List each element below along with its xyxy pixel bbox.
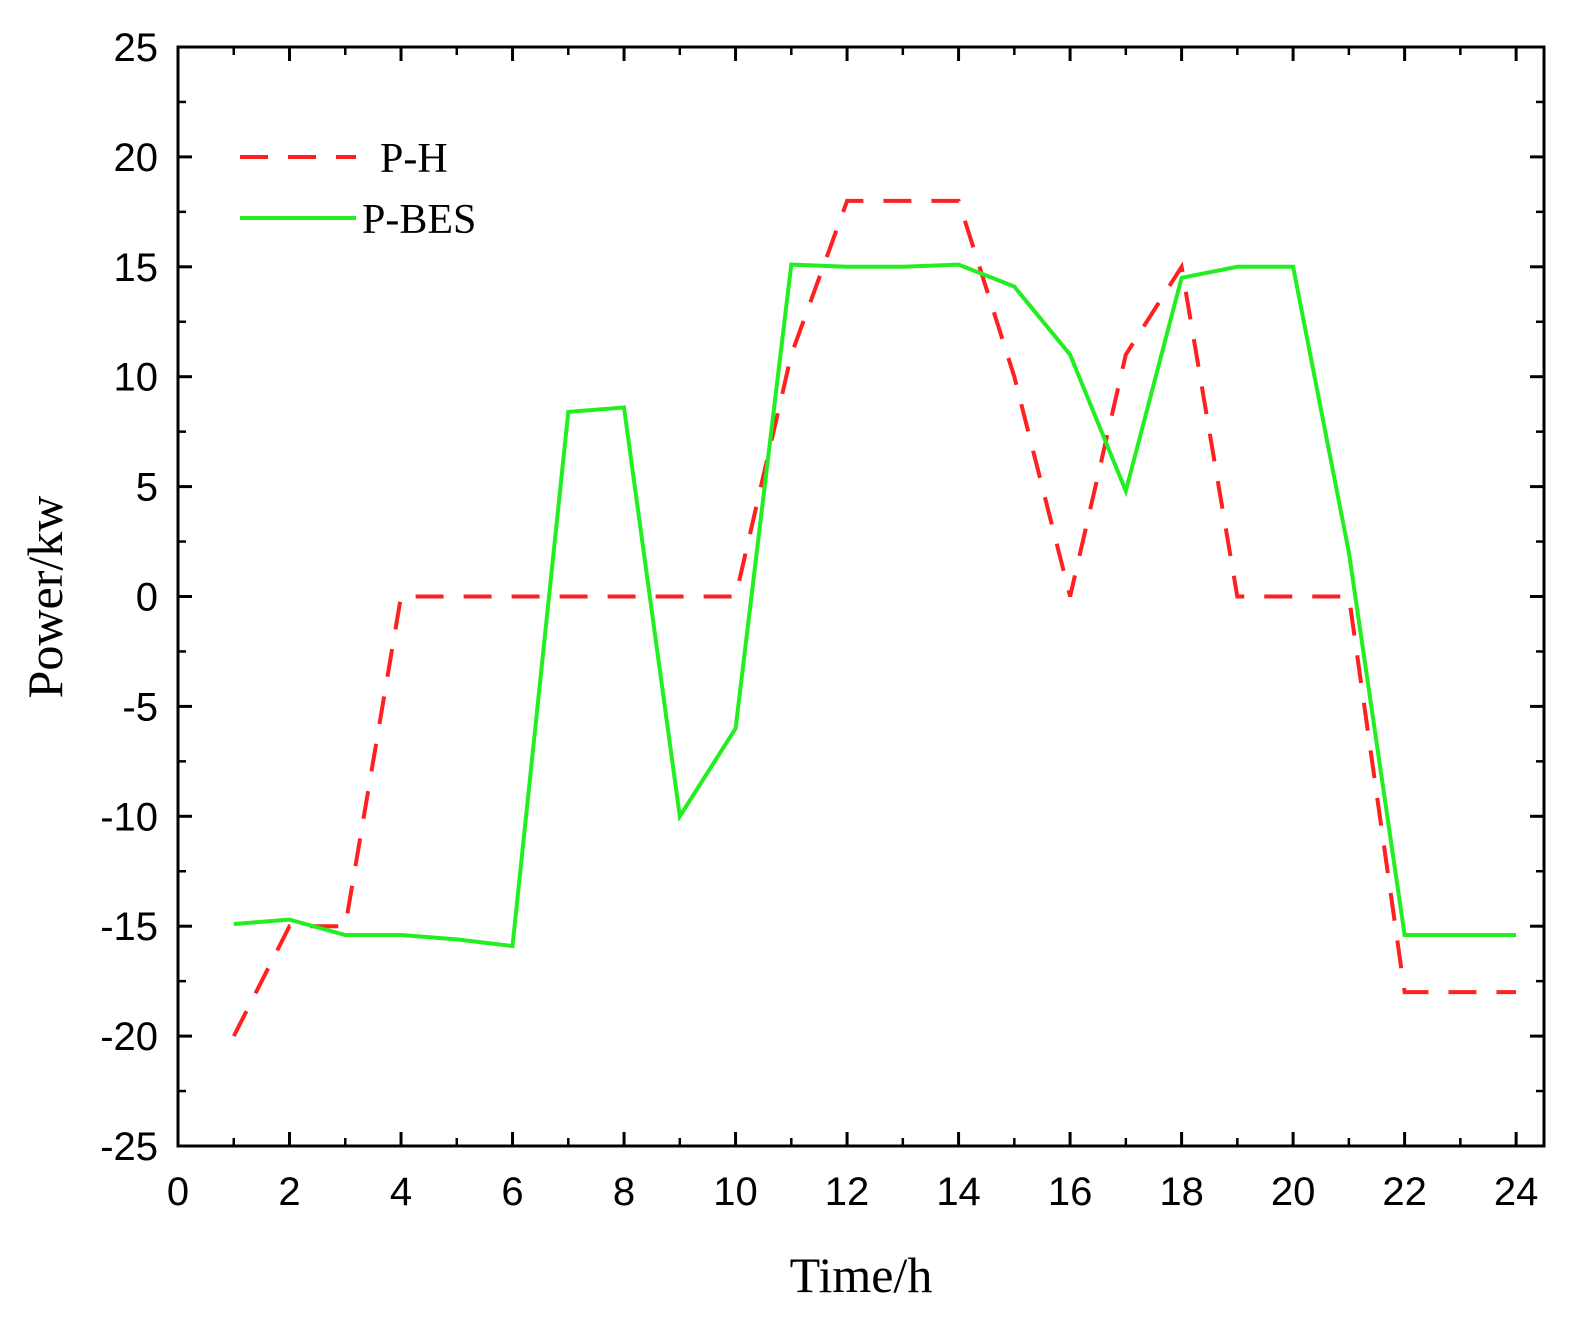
y-tick-label-neg15: -15 xyxy=(100,905,158,949)
y-tick-label-10: 10 xyxy=(114,356,159,400)
y-tick-label-neg20: -20 xyxy=(100,1015,158,1059)
x-tick-label-2: 2 xyxy=(278,1170,300,1214)
y-tick-label-0: 0 xyxy=(136,576,158,620)
data-point-p-bes-23 xyxy=(1458,933,1462,937)
y-tick-label-25: 25 xyxy=(114,26,159,70)
y-tick-label-neg10: -10 xyxy=(100,795,158,839)
series-line-p-bes xyxy=(233,262,1517,949)
data-point-p-bes-15 xyxy=(1012,285,1016,289)
tick-layer xyxy=(176,45,1544,1148)
data-point-p-h-8 xyxy=(622,595,626,599)
data-point-p-h-24 xyxy=(1514,990,1518,994)
data-point-p-bes-10 xyxy=(734,726,738,730)
y-tick-label-neg25: -25 xyxy=(100,1125,158,1169)
legend: P-H P-BES xyxy=(240,136,476,243)
data-point-p-bes-12 xyxy=(845,265,849,269)
data-point-p-h-4 xyxy=(399,595,403,599)
data-point-p-h-1 xyxy=(232,1034,236,1038)
x-tick-label-16: 16 xyxy=(1048,1170,1093,1214)
data-point-p-h-5 xyxy=(455,595,459,599)
data-point-p-h-10 xyxy=(734,595,738,599)
data-point-p-h-21 xyxy=(1347,595,1351,599)
x-tick-label-22: 22 xyxy=(1382,1170,1427,1214)
data-point-p-bes-4 xyxy=(399,933,403,937)
data-point-p-bes-19 xyxy=(1235,265,1239,269)
data-point-p-bes-14 xyxy=(957,263,961,267)
data-point-p-bes-21 xyxy=(1347,551,1351,555)
data-point-p-h-6 xyxy=(511,595,515,599)
data-point-p-h-9 xyxy=(678,595,682,599)
data-point-p-bes-5 xyxy=(455,937,459,941)
data-point-p-h-23 xyxy=(1458,990,1462,994)
data-point-p-h-15 xyxy=(1012,375,1016,379)
data-point-p-h-13 xyxy=(901,199,905,203)
data-point-p-h-22 xyxy=(1403,990,1407,994)
legend-label-p-bes: P-BES xyxy=(362,197,476,243)
series-layer xyxy=(232,198,1518,1038)
data-point-p-bes-8 xyxy=(622,406,626,410)
data-point-p-h-20 xyxy=(1291,595,1295,599)
x-tick-label-4: 4 xyxy=(390,1170,412,1214)
data-point-p-bes-20 xyxy=(1291,265,1295,269)
legend-label-p-h: P-H xyxy=(380,136,448,182)
x-tick-label-10: 10 xyxy=(713,1170,758,1214)
data-point-p-h-18 xyxy=(1180,265,1184,269)
x-tick-label-18: 18 xyxy=(1159,1170,1204,1214)
data-point-p-h-7 xyxy=(566,595,570,599)
data-point-p-bes-11 xyxy=(789,263,793,267)
x-tick-label-12: 12 xyxy=(825,1170,870,1214)
data-point-p-bes-16 xyxy=(1068,353,1072,357)
data-point-p-h-12 xyxy=(845,199,849,203)
data-point-p-h-3 xyxy=(343,924,347,928)
x-tick-label-8: 8 xyxy=(613,1170,635,1214)
data-point-p-bes-17 xyxy=(1124,489,1128,493)
data-point-p-h-19 xyxy=(1235,595,1239,599)
data-point-p-bes-9 xyxy=(678,814,682,818)
y-axis-title: Power/kw xyxy=(17,496,73,699)
data-point-p-bes-18 xyxy=(1180,276,1184,280)
data-point-p-bes-3 xyxy=(343,933,347,937)
y-tick-label-20: 20 xyxy=(114,136,159,180)
y-tick-label-5: 5 xyxy=(136,466,158,510)
data-point-p-h-2 xyxy=(288,924,292,928)
data-point-p-bes-1 xyxy=(232,922,236,926)
data-point-p-bes-13 xyxy=(901,265,905,269)
data-point-p-bes-7 xyxy=(566,410,570,414)
data-point-p-h-11 xyxy=(789,353,793,357)
data-point-p-h-14 xyxy=(957,199,961,203)
data-point-p-bes-2 xyxy=(288,918,292,922)
data-point-p-bes-22 xyxy=(1403,933,1407,937)
x-axis-title: Time/h xyxy=(790,1247,933,1303)
data-point-p-bes-24 xyxy=(1514,933,1518,937)
y-tick-label-15: 15 xyxy=(114,246,159,290)
data-point-p-h-17 xyxy=(1124,353,1128,357)
x-tick-label-20: 20 xyxy=(1271,1170,1316,1214)
tick-label-layer: 0 2 4 6 8 10 12 14 16 18 20 22 24-25-20-15-10-505101… xyxy=(100,26,1538,1214)
y-tick-label-neg5: -5 xyxy=(122,685,158,729)
data-point-p-bes-6 xyxy=(511,944,515,948)
x-tick-label-24: 24 xyxy=(1494,1170,1539,1214)
x-tick-label-6: 6 xyxy=(501,1170,523,1214)
data-point-p-h-16 xyxy=(1068,595,1072,599)
x-tick-label-0: 0 xyxy=(167,1170,189,1214)
x-tick-label-14: 14 xyxy=(936,1170,981,1214)
